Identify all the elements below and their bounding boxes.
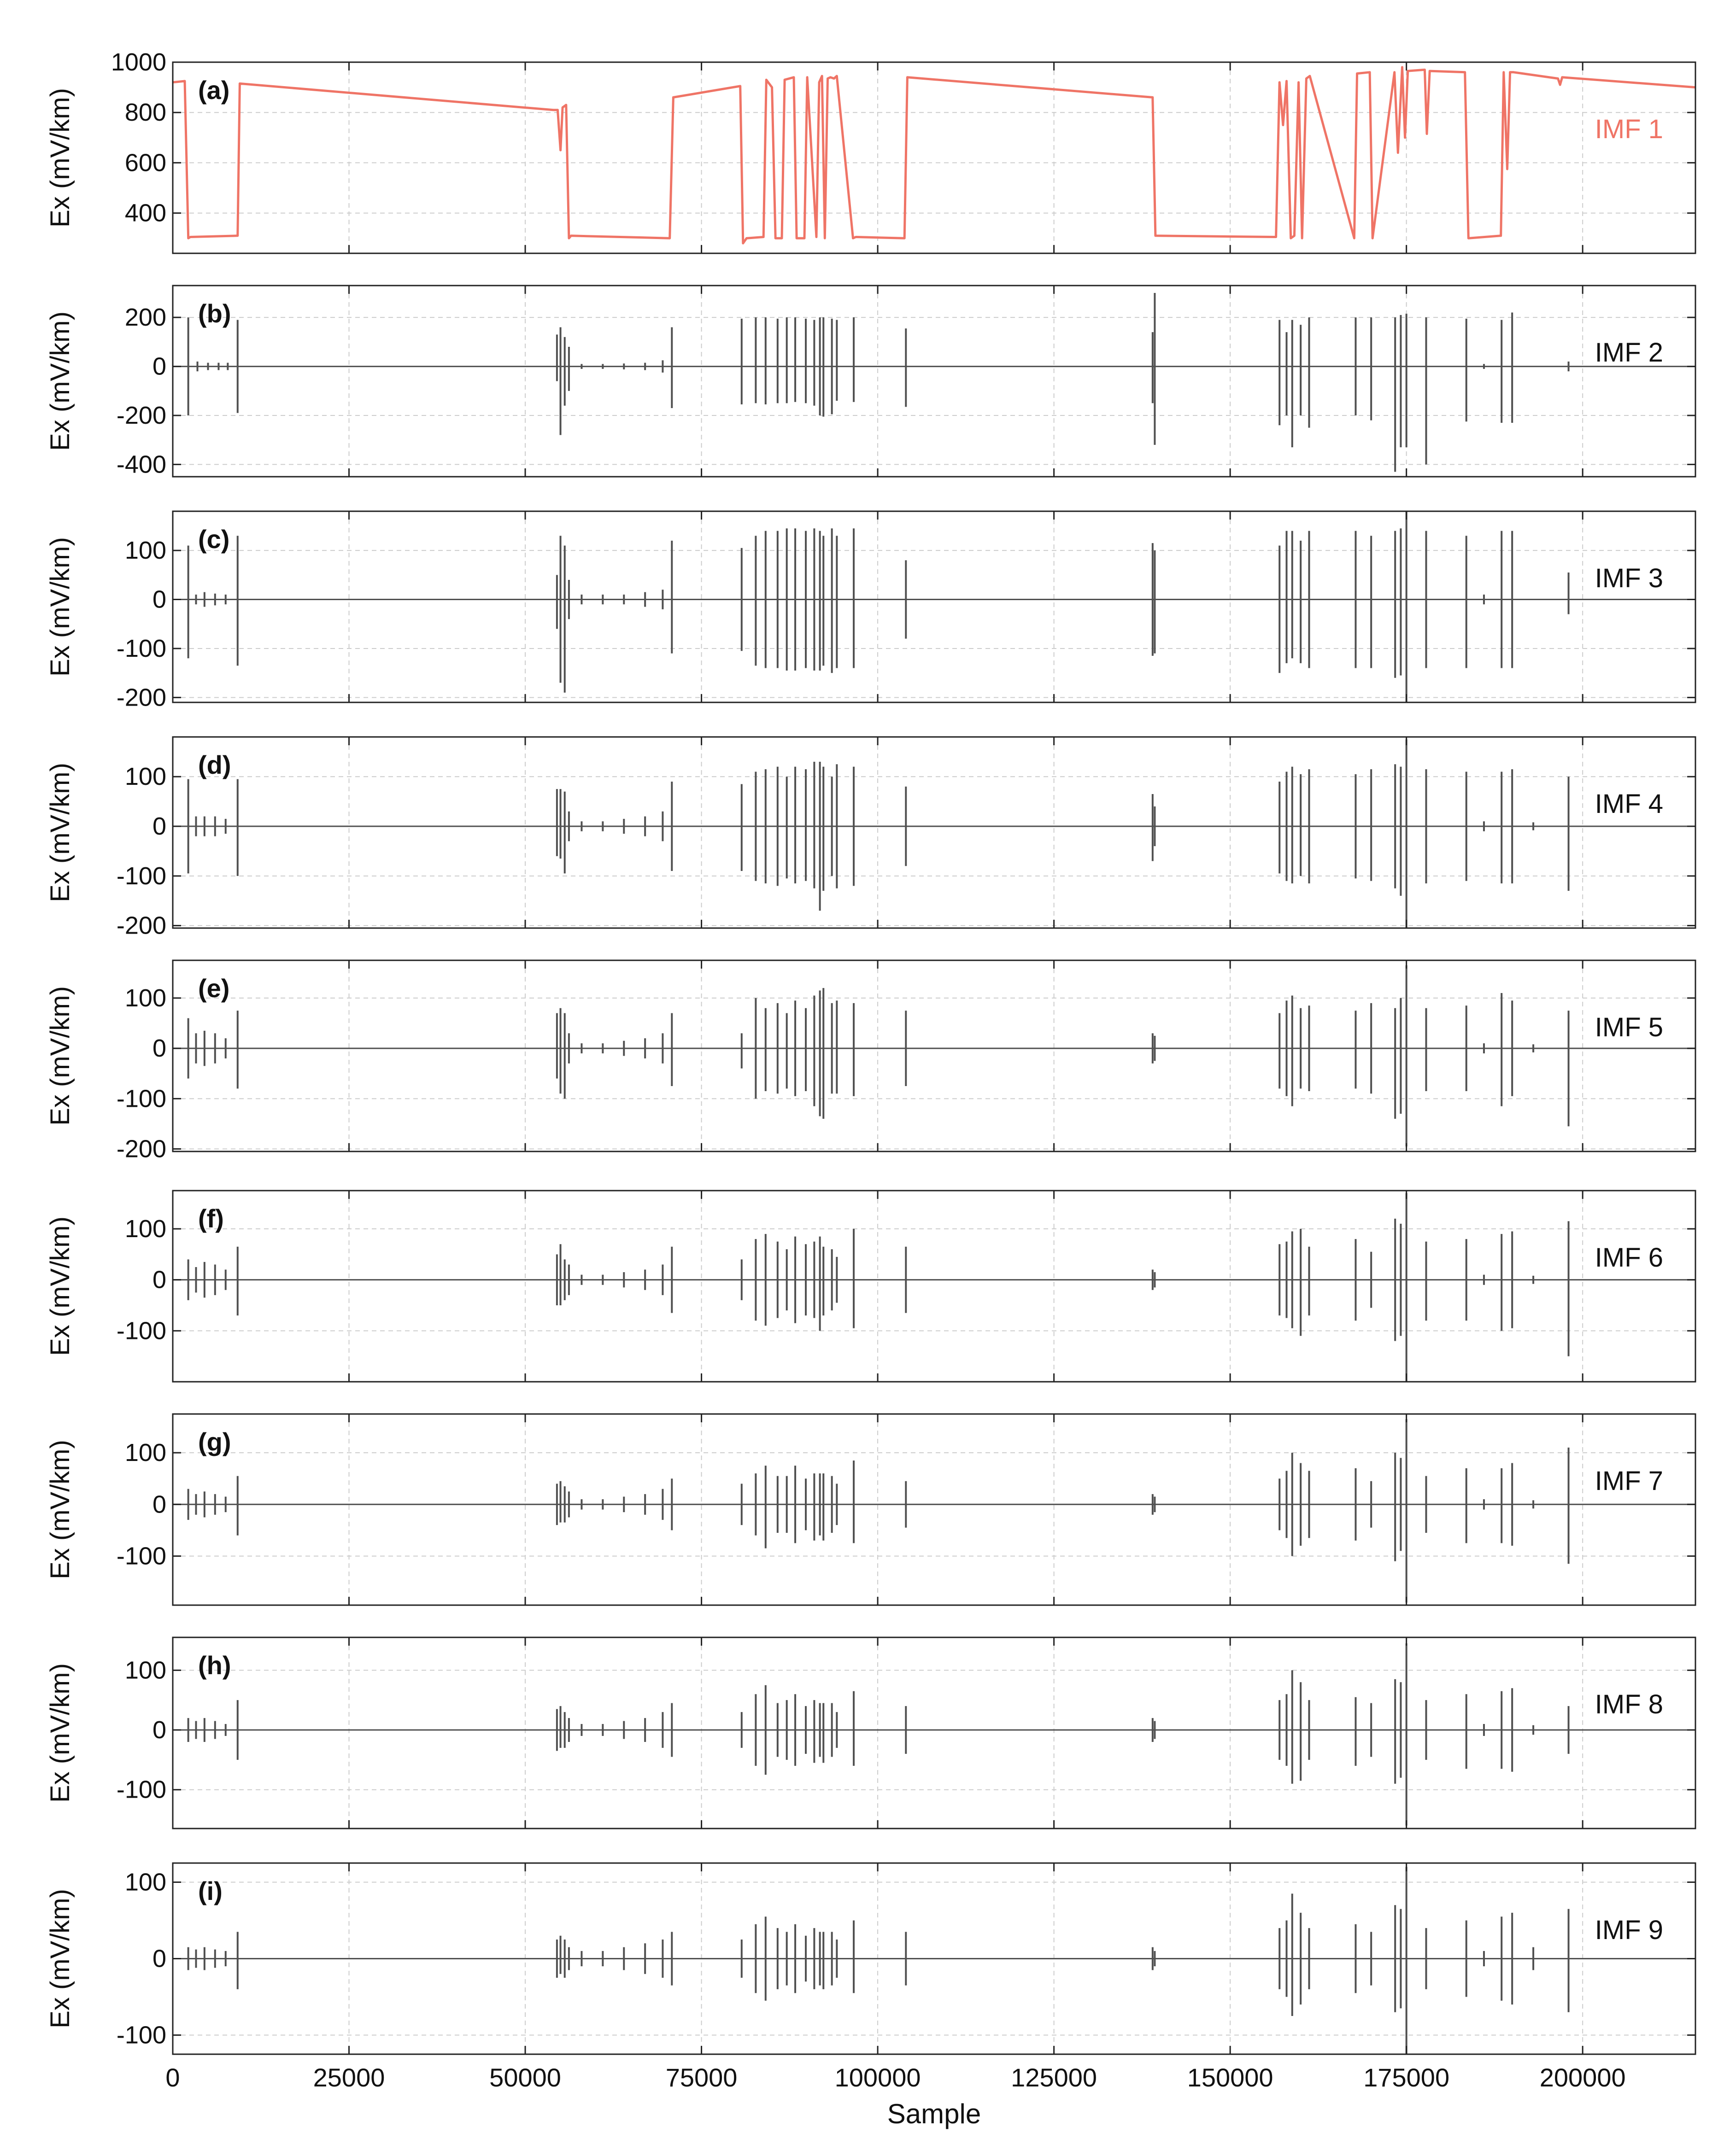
y-tick-label: 0	[152, 1945, 166, 1973]
imf-label: IMF 6	[1595, 1243, 1663, 1273]
panel-letter: (a)	[198, 76, 229, 105]
x-axis-label: Sample	[887, 2098, 981, 2129]
y-tick-label: 100	[125, 537, 166, 564]
imf-label: IMF 8	[1595, 1689, 1663, 1719]
y-axis-label: Ex (mV/km)	[45, 1216, 75, 1356]
imf-label: IMF 7	[1595, 1466, 1663, 1496]
panel-frame	[172, 1190, 1696, 1383]
y-axis-label: Ex (mV/km)	[45, 1889, 75, 2028]
y-tick-label: -200	[117, 1135, 166, 1163]
panel-letter: (e)	[198, 974, 229, 1003]
y-tick-label: 100	[125, 1215, 166, 1243]
imf-label: IMF 3	[1595, 563, 1663, 593]
y-tick-label: 600	[125, 149, 166, 176]
panel-f: -100 0 100 Ex (mV/km) (f) IMF 6	[45, 1190, 1696, 1383]
x-tick-label: 200000	[1540, 2063, 1626, 2092]
y-tick-label: 100	[125, 984, 166, 1012]
panel-letter: (i)	[198, 1876, 223, 1905]
panel-letter: (b)	[198, 299, 231, 328]
panel-frame	[172, 285, 1696, 478]
y-tick-label: 400	[125, 199, 166, 227]
panel-frame	[172, 1636, 1696, 1829]
y-axis-label: Ex (mV/km)	[45, 88, 75, 228]
y-tick-label: 800	[125, 99, 166, 126]
y-tick-label: -400	[117, 450, 166, 478]
y-tick-label: -200	[117, 402, 166, 429]
y-tick-label: 100	[125, 763, 166, 790]
y-tick-label: -100	[117, 862, 166, 890]
y-tick-label: 1000	[111, 48, 166, 76]
y-tick-label: 100	[125, 1869, 166, 1896]
panel-frame	[172, 736, 1696, 929]
y-axis-label: Ex (mV/km)	[45, 311, 75, 451]
y-tick-label: 100	[125, 1439, 166, 1467]
panel-a: 400 600 800 1000 Ex (mV/km) (a) IMF 1	[45, 48, 1696, 254]
y-axis-label: Ex (mV/km)	[45, 986, 75, 1126]
y-tick-label: 0	[152, 353, 166, 380]
panel-frame	[172, 61, 1696, 254]
panel-frame	[172, 1413, 1696, 1606]
panel-letter: (g)	[198, 1427, 231, 1456]
y-axis-label: Ex (mV/km)	[45, 763, 75, 902]
panel-e: -200 -100 0 100 Ex (mV/km) (e) IMF 5	[45, 959, 1696, 1163]
y-tick-label: 0	[152, 1266, 166, 1294]
y-tick-label: -200	[117, 684, 166, 711]
panel-h: -100 0 100 Ex (mV/km) (h) IMF 8	[45, 1636, 1696, 1829]
x-tick-label: 50000	[489, 2063, 561, 2092]
panel-letter: (d)	[198, 750, 231, 779]
imf-label: IMF 4	[1595, 789, 1663, 819]
panel-frame	[172, 510, 1696, 703]
y-tick-label: 0	[152, 586, 166, 613]
imf-label: IMF 9	[1595, 1915, 1663, 1945]
x-tick-label: 175000	[1363, 2063, 1449, 2092]
panel-letter: (f)	[198, 1204, 224, 1233]
y-tick-label: 100	[125, 1656, 166, 1684]
y-tick-label: -200	[117, 912, 166, 940]
y-axis-label: Ex (mV/km)	[45, 1663, 75, 1803]
y-tick-label: -100	[117, 635, 166, 662]
y-axis-label: Ex (mV/km)	[45, 537, 75, 677]
x-tick-label: 125000	[1011, 2063, 1097, 2092]
y-tick-label: -100	[117, 1317, 166, 1344]
imf-label: IMF 1	[1595, 114, 1663, 144]
y-tick-label: -100	[117, 1085, 166, 1112]
y-tick-label: 200	[125, 304, 166, 331]
x-tick-label: 100000	[835, 2063, 921, 2092]
y-tick-label: 0	[152, 1716, 166, 1744]
y-tick-label: -100	[117, 1776, 166, 1804]
y-tick-label: 0	[152, 812, 166, 840]
panel-letter: (h)	[198, 1651, 231, 1680]
x-tick-label: 75000	[666, 2063, 738, 2092]
y-tick-label: -100	[117, 1542, 166, 1570]
y-axis-label: Ex (mV/km)	[45, 1440, 75, 1579]
panel-letter: (c)	[198, 525, 229, 554]
x-tick-label: 25000	[313, 2063, 385, 2092]
panel-b: -400 -200 0 200 Ex (mV/km) (b) IMF 2	[45, 285, 1696, 478]
y-tick-label: 0	[152, 1034, 166, 1062]
imf-label: IMF 5	[1595, 1012, 1663, 1042]
panel-g: -100 0 100 Ex (mV/km) (g) IMF 7	[45, 1413, 1696, 1606]
x-tick-label: 0	[165, 2063, 180, 2092]
panel-frame	[172, 959, 1696, 1152]
imf-label: IMF 2	[1595, 338, 1663, 368]
series-line	[172, 66, 1696, 245]
panel-c: -200 -100 0 100 Ex (mV/km) (c) IMF 3	[45, 510, 1696, 711]
x-tick-label: 150000	[1187, 2063, 1273, 2092]
y-tick-label: 0	[152, 1490, 166, 1518]
y-tick-label: -100	[117, 2022, 166, 2049]
panel-i: -100 0 100 Ex (mV/km) (i) IMF 9	[45, 1862, 1696, 2055]
panel-d: -200 -100 0 100 Ex (mV/km) (d) IMF 4	[45, 736, 1696, 940]
